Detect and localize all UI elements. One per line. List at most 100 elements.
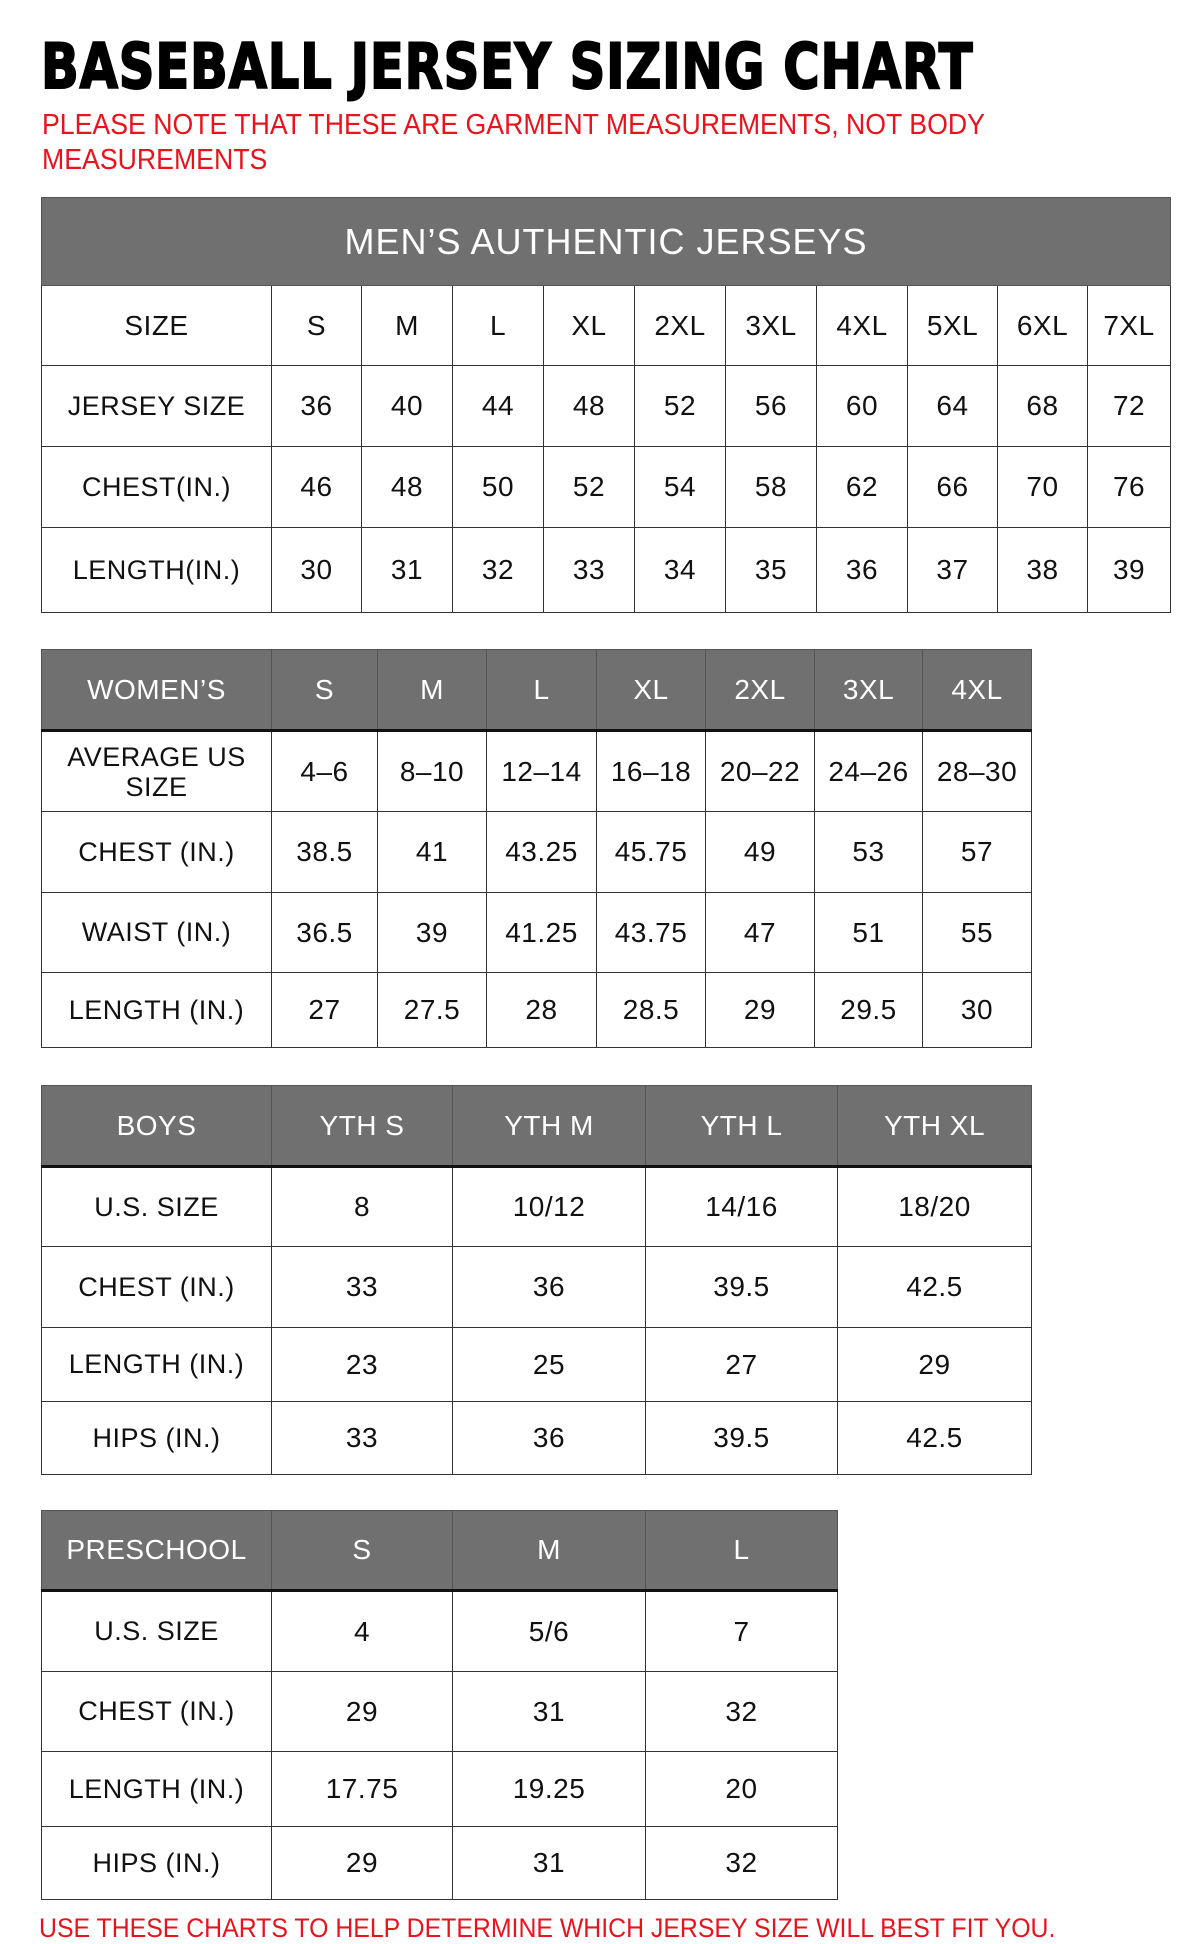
value-cell: 17.75 (271, 1751, 453, 1827)
size-header-cell: L (486, 649, 597, 732)
value-cell: 27 (645, 1327, 838, 1402)
value-cell: 29 (271, 1671, 453, 1752)
table-row: HIPS (IN.) 33 36 39.5 42.5 (41, 1401, 1032, 1475)
garment-note-line-1: PLEASE NOTE THAT THESE ARE GARMENT MEASU… (42, 109, 985, 141)
value-cell: 8 (271, 1166, 453, 1247)
size-header-cell: 3XL (725, 285, 817, 366)
value-cell: 40 (361, 365, 453, 447)
value-cell: 36 (271, 365, 362, 447)
size-header-cell: 2XL (634, 285, 726, 366)
value-cell: 4 (271, 1590, 453, 1672)
row-label-cell: CHEST (IN.) (41, 1246, 272, 1328)
value-cell: 24–26 (814, 730, 923, 812)
value-cell: 32 (645, 1826, 838, 1900)
table-row: CHEST (IN.) 38.5 41 43.25 45.75 49 53 57 (41, 811, 1032, 893)
garment-note-line-2: MEASUREMENTS (42, 144, 268, 176)
value-cell: 68 (997, 365, 1088, 447)
page-title: BASEBALL JERSEY SIZING CHART (40, 29, 974, 104)
value-cell: 38 (997, 527, 1088, 613)
size-header-cell: XL (596, 649, 706, 732)
boys-size-table: BOYS YTH S YTH M YTH L YTH XL U.S. SIZE 8 10/12… (41, 1085, 1032, 1475)
size-header-cell: S (271, 649, 378, 732)
value-cell: 7 (645, 1590, 838, 1672)
size-header-cell: XL (543, 285, 635, 366)
value-cell: 45.75 (596, 811, 706, 893)
value-cell: 54 (634, 446, 726, 528)
size-header-cell: YTH L (645, 1085, 838, 1168)
size-header-cell: S (271, 285, 362, 366)
value-cell: 57 (922, 811, 1032, 893)
value-cell: 48 (361, 446, 453, 528)
table-row: CHEST (IN.) 33 36 39.5 42.5 (41, 1246, 1032, 1328)
size-header-cell: 4XL (922, 649, 1032, 732)
value-cell: 28–30 (922, 730, 1032, 812)
value-cell: 5/6 (452, 1590, 646, 1672)
value-cell: 19.25 (452, 1751, 646, 1827)
row-label-cell: HIPS (IN.) (41, 1401, 272, 1475)
value-cell: 39.5 (645, 1401, 838, 1475)
value-cell: 31 (361, 527, 453, 613)
size-header-cell: 6XL (997, 285, 1088, 366)
row-label-cell: HIPS (IN.) (41, 1826, 272, 1900)
value-cell: 29 (837, 1327, 1032, 1402)
value-cell: 70 (997, 446, 1088, 528)
size-header-cell: YTH S (271, 1085, 453, 1168)
row-label-cell: AVERAGE US SIZE (41, 730, 272, 812)
value-cell: 12–14 (486, 730, 597, 812)
value-cell: 76 (1086, 446, 1172, 528)
size-header-cell: 5XL (907, 285, 998, 366)
value-cell: 14/16 (645, 1166, 838, 1247)
table-row: U.S. SIZE 4 5/6 7 (41, 1590, 838, 1672)
value-cell: 41 (377, 811, 487, 893)
table-row: AVERAGE US SIZE 4–6 8–10 12–14 16–18 20–22 24–… (41, 730, 1032, 812)
value-cell: 20–22 (705, 730, 815, 812)
womens-size-table: WOMEN’S S M L XL 2XL 3XL 4XL AVERAGE US SIZE 4–6 8… (41, 649, 1032, 1048)
value-cell: 31 (452, 1826, 646, 1900)
value-cell: 36 (452, 1401, 646, 1475)
table-row: LENGTH(IN.) 30 31 32 33 34 35 36 37 38 39 (41, 527, 1172, 613)
header-label-cell: WOMEN’S (41, 649, 272, 732)
value-cell: 39.5 (645, 1246, 838, 1328)
value-cell: 47 (705, 892, 815, 973)
value-cell: 36 (816, 527, 908, 613)
table-row: U.S. SIZE 8 10/12 14/16 18/20 (41, 1166, 1032, 1247)
footer-note: USE THESE CHARTS TO HELP DETERMINE WHICH… (39, 1913, 1056, 1943)
value-cell: 44 (452, 365, 544, 447)
table-row: LENGTH (IN.) 27 27.5 28 28.5 29 29.5 30 (41, 972, 1032, 1048)
value-cell: 36.5 (271, 892, 378, 973)
row-label-cell: WAIST (IN.) (41, 892, 272, 973)
size-header-cell: M (377, 649, 487, 732)
value-cell: 52 (634, 365, 726, 447)
value-cell: 52 (543, 446, 635, 528)
size-header-cell: 2XL (705, 649, 815, 732)
value-cell: 36 (452, 1246, 646, 1328)
size-header-cell: YTH M (452, 1085, 646, 1168)
row-label-cell: CHEST(IN.) (41, 446, 272, 528)
table-row: JERSEY SIZE 36 40 44 48 52 56 60 64 68 72 (41, 365, 1172, 447)
table-row: CHEST (IN.) 29 31 32 (41, 1671, 838, 1752)
header-label-cell: PRESCHOOL (41, 1510, 272, 1592)
row-label-cell: LENGTH(IN.) (41, 527, 272, 613)
size-header-cell: M (361, 285, 453, 366)
value-cell: 46 (271, 446, 362, 528)
table-row: HIPS (IN.) 29 31 32 (41, 1826, 838, 1900)
value-cell: 35 (725, 527, 817, 613)
value-cell: 49 (705, 811, 815, 893)
value-cell: 32 (645, 1671, 838, 1752)
value-cell: 72 (1086, 365, 1172, 447)
row-label-cell: U.S. SIZE (41, 1166, 272, 1247)
row-label-cell: CHEST (IN.) (41, 1671, 272, 1752)
value-cell: 37 (907, 527, 998, 613)
value-cell: 64 (907, 365, 998, 447)
row-label-cell: JERSEY SIZE (41, 365, 272, 447)
value-cell: 32 (452, 527, 544, 613)
value-cell: 20 (645, 1751, 838, 1827)
row-label-cell: U.S. SIZE (41, 1590, 272, 1672)
row-label-cell: LENGTH (IN.) (41, 1751, 272, 1827)
value-cell: 8–10 (377, 730, 487, 812)
value-cell: 28 (486, 972, 597, 1048)
value-cell: 55 (922, 892, 1032, 973)
value-cell: 27.5 (377, 972, 487, 1048)
size-header-cell: M (452, 1510, 646, 1592)
size-header-cell: 4XL (816, 285, 908, 366)
